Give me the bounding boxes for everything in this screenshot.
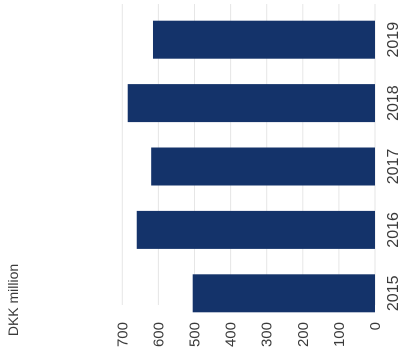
tick-label: 200 bbox=[295, 322, 312, 347]
tick-label: 700 bbox=[114, 322, 131, 347]
bar bbox=[127, 84, 375, 123]
bars bbox=[127, 20, 375, 313]
tick-label: 400 bbox=[223, 322, 240, 347]
tick-label: 0 bbox=[367, 322, 384, 330]
unit-label: DKK million bbox=[5, 264, 21, 336]
tick-label: 300 bbox=[259, 322, 276, 347]
category-label: 2018 bbox=[385, 85, 401, 121]
tick-label: 500 bbox=[187, 322, 204, 347]
bar bbox=[192, 274, 375, 313]
category-label: 2015 bbox=[385, 275, 401, 311]
category-label: 2017 bbox=[385, 149, 401, 185]
category-label: 2016 bbox=[385, 212, 401, 248]
tick-label: 600 bbox=[150, 322, 167, 347]
bar bbox=[151, 147, 375, 186]
bar bbox=[136, 210, 375, 249]
category-label: 2019 bbox=[385, 22, 401, 58]
category-labels: 2019 2018 2017 2016 2015 bbox=[385, 22, 401, 311]
tick-label: 100 bbox=[331, 322, 348, 347]
bar bbox=[152, 20, 375, 59]
value-axis-ticks: 700 600 500 400 300 200 100 0 bbox=[114, 322, 384, 347]
